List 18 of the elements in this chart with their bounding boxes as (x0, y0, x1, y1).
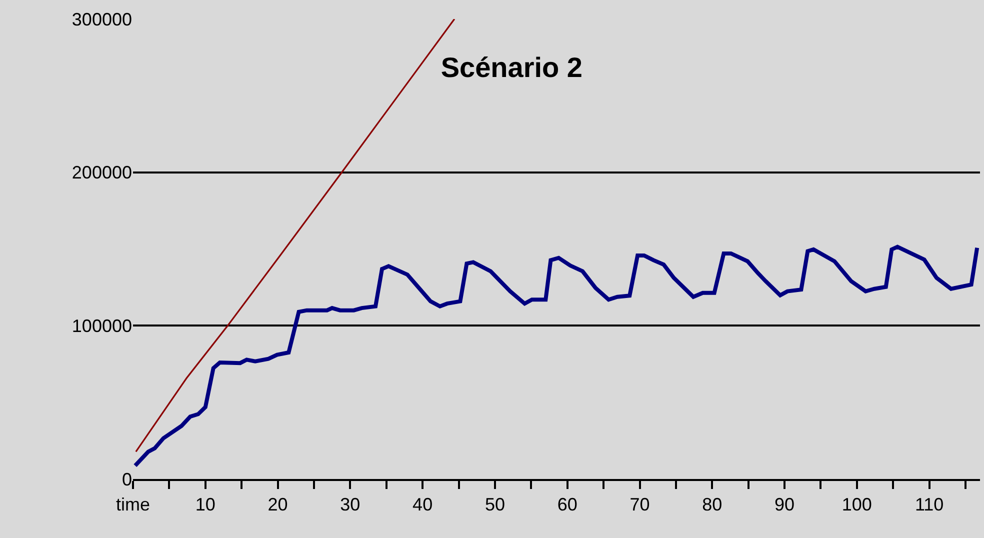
line-series (133, 244, 980, 468)
y-tick-label: 300000 (72, 9, 132, 30)
x-tick-label: 70 (630, 494, 650, 515)
x-tick-label: 30 (340, 494, 360, 515)
x-tick-label: 20 (268, 494, 288, 515)
x-tick-label: 110 (914, 494, 944, 515)
y-tick-label: 0 (122, 469, 132, 490)
y-tick-label: 100000 (72, 316, 132, 336)
x-tick-label: 60 (557, 494, 578, 515)
y-tick-label: 200000 (72, 162, 132, 183)
x-tick-label: 10 (195, 494, 216, 515)
x-tick-label: 100 (842, 494, 872, 515)
x-tick-label: 80 (702, 494, 722, 515)
x-tick-label: time (116, 494, 150, 515)
text: Scénario 2 (440, 52, 582, 84)
x-tick-label: 50 (484, 494, 505, 515)
x-tick-label: 90 (774, 494, 795, 515)
x-tick-label: 40 (412, 494, 433, 515)
